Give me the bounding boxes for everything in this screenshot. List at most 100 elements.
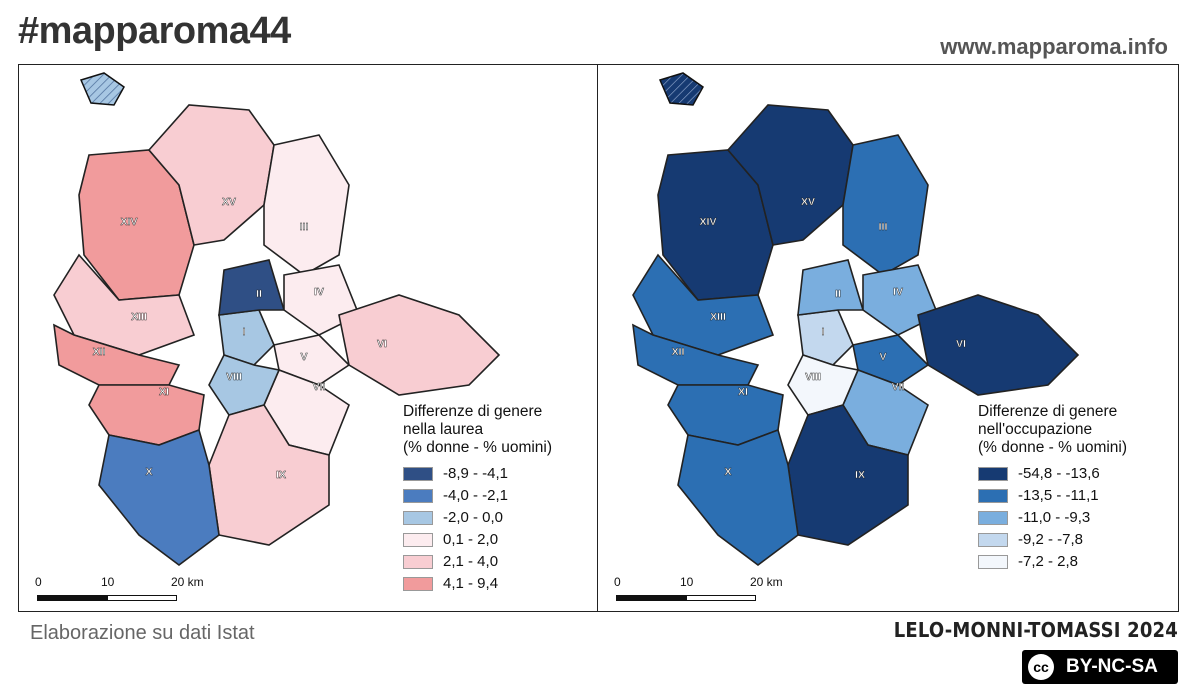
municipio-label-ii: II [835,288,841,300]
legend-class-4: -7,2 - 2,8 [978,551,1127,573]
municipio-ii[interactable] [218,259,286,316]
legend-class-3: -9,2 - -7,8 [978,529,1127,551]
municipio-label-viii: VIII [805,371,821,383]
legend-swatch [978,467,1008,481]
legend-label: -13,5 - -11,1 [1018,487,1099,504]
legend-swatch [403,489,433,503]
municipio-label-xii: XII [93,346,106,358]
municipio-label-xiii: XIII [131,311,147,323]
legend-label: -9,2 - -7,8 [1018,531,1084,548]
license-badge[interactable]: cc BY-NC-SA [1022,650,1178,684]
municipio-label-x: X [724,466,731,478]
municipi-regions [53,72,501,566]
source-note: Elaborazione su dati Istat [30,622,255,644]
municipio-xiii[interactable] [53,253,196,356]
scale-tick-10: 10 [101,575,115,589]
legend-swatch [403,555,433,569]
license-label: BY-NC-SA [1062,656,1162,678]
scale-tick-0: 0 [614,575,621,589]
municipio-label-i: I [822,326,825,338]
municipi-regions [632,72,1080,566]
municipio-label-ix: IX [855,469,865,481]
municipio-label-ix: IX [276,469,286,481]
legend-label: -4,0 - -2,1 [443,487,509,504]
legend-label: -11,0 - -9,3 [1018,509,1091,526]
legend-swatch [978,511,1008,525]
legend-title-line3: (% donne - % uomini) [403,439,553,456]
municipio-label-xi: XI [738,386,748,398]
map-panel-occupazione: I II III IV V VI VII VIII IX X XI XII XIII XIV XV Diff… [597,64,1179,612]
legend-label: -8,9 - -4,1 [443,465,509,482]
scale-tick-20: 20 km [750,575,783,589]
scale-segment-white [107,595,177,601]
municipio-label-vi: VI [377,338,387,350]
legend-swatch [978,533,1008,547]
municipio-label-xiii: XIII [710,311,726,323]
municipio-label-iv: IV [314,286,324,298]
legend-label: 4,1 - 9,4 [443,575,499,592]
legend-swatch [403,511,433,525]
municipio-label-viii: VIII [226,371,242,383]
municipio-iii[interactable] [263,134,350,276]
municipio-xii[interactable] [632,323,760,386]
municipio-x[interactable] [98,428,220,566]
legend-title-line1: Differenze di genere [978,403,1118,420]
legend-class-5: 4,1 - 9,4 [403,573,552,595]
legend-swatch [978,555,1008,569]
legend-class-4: 2,1 - 4,0 [403,551,552,573]
scale-tick-10: 10 [680,575,694,589]
scale-segment-black [616,595,686,601]
municipio-vi[interactable] [917,294,1080,396]
legend-title-line2: nella laurea [403,421,484,438]
municipio-label-xi: XI [159,386,169,398]
legend-title-line2: nell'occupazione [978,421,1093,438]
legend-label: 0,1 - 2,0 [443,531,499,548]
legend-laurea: Differenze di genere nella laurea (% don… [403,403,552,595]
municipio-ii[interactable] [797,259,865,316]
scale-tick-0: 0 [35,575,42,589]
municipio-v[interactable] [852,334,930,386]
legend-swatch [403,577,433,591]
municipio-xiii[interactable] [632,253,775,356]
legend-title-line1: Differenze di genere [403,403,543,420]
municipio-label-iii: III [300,221,309,233]
website-url[interactable]: www.mapparoma.info [940,34,1168,59]
municipio-x[interactable] [677,428,799,566]
municipio-label-xv: XV [222,196,236,208]
legend-label: -2,0 - 0,0 [443,509,504,526]
legend-label: 2,1 - 4,0 [443,553,499,570]
legend-class-2: -2,0 - 0,0 [403,507,552,529]
creative-commons-icon: cc [1028,654,1054,680]
municipio-v[interactable] [273,334,351,386]
municipio-label-xv: XV [801,196,815,208]
municipio-label-iii: III [879,221,888,233]
authors-credit: LELO-MONNI-TOMASSI 2024 [893,618,1178,642]
municipio-iii[interactable] [842,134,929,276]
scale-bar-right: 0 10 20 km [614,575,784,605]
legend-class-1: -13,5 - -11,1 [978,485,1127,507]
legend-class-2: -11,0 - -9,3 [978,507,1127,529]
legend-swatch [403,533,433,547]
scale-segment-white [686,595,756,601]
municipio-label-vi: VI [956,338,966,350]
hashtag-title: #mapparoma44 [18,10,291,52]
map-panel-laurea: I II III IV V VI VII VIII IX X XI XII XIII XIV XV Diff… [18,64,598,612]
exclave-region [79,72,125,106]
municipio-label-v: V [879,351,886,363]
municipio-label-v: V [300,351,307,363]
municipio-xii[interactable] [53,323,181,386]
legend-swatch [403,467,433,481]
legend-class-0: -54,8 - -13,6 [978,463,1127,485]
scale-bar-left: 0 10 20 km [35,575,205,605]
scale-tick-20: 20 km [171,575,204,589]
legend-class-0: -8,9 - -4,1 [403,463,552,485]
scale-segment-black [37,595,107,601]
municipio-label-vii: VII [892,381,905,393]
municipio-vi[interactable] [338,294,501,396]
municipio-label-iv: IV [893,286,903,298]
legend-label: -7,2 - 2,8 [1018,553,1079,570]
